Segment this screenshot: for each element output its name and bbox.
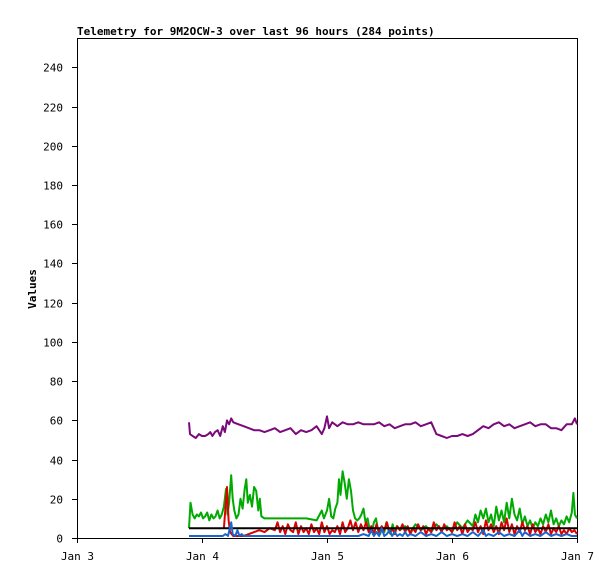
- y-tick-label: 160: [43, 219, 63, 232]
- y-tick-label: 40: [50, 455, 63, 468]
- y-tick-label: 100: [43, 337, 63, 350]
- y-tick-label: 140: [43, 258, 63, 271]
- y-tick-label: 180: [43, 180, 63, 193]
- x-tick-label: Jan 4: [186, 550, 219, 563]
- y-tick-label: 20: [50, 494, 63, 507]
- y-axis: 0 20 40 60 80 100 120 140 160 180 200 220 240: [43, 62, 77, 546]
- y-tick-label: 60: [50, 415, 63, 428]
- y-tick-label: 240: [43, 62, 63, 75]
- x-axis: Jan 3 Jan 4 Jan 5 Jan 6 Jan 7: [61, 538, 594, 563]
- plot-area-frame: [77, 38, 578, 539]
- x-tick-label: Jan 5: [311, 550, 344, 563]
- y-tick-label: 0: [56, 533, 63, 546]
- x-tick-label: Jan 6: [436, 550, 469, 563]
- x-tick-label: Jan 3: [61, 550, 94, 563]
- y-tick-label: 200: [43, 141, 63, 154]
- x-tick-label: Jan 7: [561, 550, 594, 563]
- chart-title: Telemetry for 9M2OCW-3 over last 96 hour…: [77, 25, 435, 38]
- series-layer: [188, 415, 578, 537]
- y-tick-label: 80: [50, 376, 63, 389]
- y-axis-title: Values: [26, 269, 39, 309]
- series-line-1: [188, 415, 578, 439]
- y-tick-label: 120: [43, 298, 63, 311]
- series-line-5: [189, 521, 577, 537]
- y-tick-label: 220: [43, 102, 63, 115]
